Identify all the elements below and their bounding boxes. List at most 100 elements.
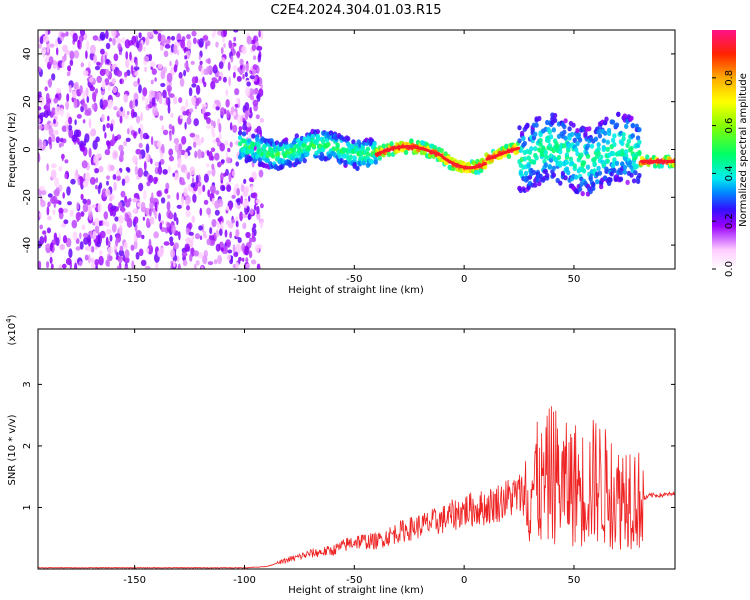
heatmap-cell <box>116 175 121 181</box>
heatmap-cell <box>85 87 89 97</box>
heatmap-cell <box>629 172 634 178</box>
heatmap-cell <box>403 149 409 156</box>
heatmap-cell <box>186 205 190 211</box>
heatmap-cell <box>165 39 171 45</box>
heatmap-cell <box>189 240 194 248</box>
heatmap-cell <box>88 246 92 252</box>
heatmap-cell <box>224 139 229 147</box>
heatmap-cell <box>135 148 142 155</box>
heatmap-cell <box>568 156 574 162</box>
heatmap-cell <box>95 136 100 143</box>
spectrogram-x-tick-label: 0 <box>461 274 467 285</box>
heatmap-cell <box>109 164 115 171</box>
heatmap-cell <box>47 201 51 208</box>
heatmap-cell <box>201 67 204 76</box>
heatmap-cell <box>169 236 174 243</box>
heatmap-cell <box>112 150 119 160</box>
heatmap-cell <box>46 206 50 216</box>
heatmap-cell <box>237 114 243 124</box>
heatmap-cell <box>245 231 251 239</box>
heatmap-cell <box>213 259 218 265</box>
heatmap-cell <box>165 96 169 105</box>
heatmap-cell <box>178 143 183 152</box>
snr-scale-label: (x104) <box>5 314 18 345</box>
heatmap-cell <box>43 123 50 131</box>
heatmap-cell <box>105 42 111 50</box>
heatmap-cell <box>104 220 109 226</box>
heatmap-cell <box>260 203 264 209</box>
heatmap-cell <box>45 244 51 248</box>
heatmap-cell <box>320 139 326 145</box>
heatmap-cell <box>118 215 124 224</box>
heatmap-cell <box>248 239 252 249</box>
heatmap-cell <box>143 189 147 200</box>
heatmap-cell <box>150 91 156 96</box>
heatmap-cell <box>195 98 200 107</box>
heatmap-cell <box>215 190 220 196</box>
heatmap-cell <box>214 99 220 105</box>
heatmap-cell <box>251 133 256 139</box>
heatmap-cell <box>239 211 244 222</box>
heatmap-cell <box>73 98 78 109</box>
heatmap-cell <box>125 51 129 60</box>
heatmap-cell <box>211 197 215 205</box>
heatmap-cell <box>252 223 257 229</box>
heatmap-cell <box>94 65 101 71</box>
heatmap-cell <box>38 106 42 111</box>
heatmap-cell <box>537 181 542 187</box>
heatmap-cell <box>54 129 59 136</box>
heatmap-cell <box>236 197 241 206</box>
heatmap-cell <box>597 133 603 139</box>
heatmap-cell <box>294 133 299 139</box>
heatmap-cell <box>160 227 166 233</box>
heatmap-cell <box>92 35 99 41</box>
heatmap-cell <box>365 146 371 152</box>
heatmap-cell <box>215 243 221 252</box>
heatmap-cell <box>105 228 112 235</box>
heatmap-cell <box>179 149 186 156</box>
heatmap-cell <box>506 153 512 159</box>
heatmap-cell <box>78 260 83 267</box>
heatmap-cell <box>256 263 261 269</box>
heatmap-cell <box>179 77 185 87</box>
heatmap-cell <box>45 102 51 110</box>
heatmap-cell <box>49 43 55 48</box>
heatmap-cell <box>92 230 97 240</box>
heatmap-cell <box>63 219 69 225</box>
heatmap-cell <box>538 141 543 147</box>
heatmap-cell <box>151 192 154 202</box>
heatmap-cell <box>98 255 104 266</box>
heatmap-cell <box>579 181 584 187</box>
heatmap-cell <box>115 238 119 247</box>
heatmap-cell <box>42 140 47 150</box>
heatmap-cell <box>41 189 47 196</box>
heatmap-cell <box>138 32 142 39</box>
heatmap-cell <box>38 124 43 130</box>
heatmap-cell <box>132 99 136 109</box>
heatmap-cell <box>621 132 626 138</box>
heatmap-cell <box>284 140 289 146</box>
heatmap-cell <box>248 195 251 202</box>
heatmap-cell <box>256 125 262 135</box>
heatmap-cell <box>587 126 592 132</box>
heatmap-cell <box>47 193 53 198</box>
heatmap-cell <box>54 106 61 116</box>
heatmap-cell <box>64 173 68 179</box>
heatmap-cell <box>198 55 202 60</box>
heatmap-cell <box>55 136 61 144</box>
heatmap-cell <box>377 155 382 161</box>
heatmap-cell <box>53 118 56 125</box>
heatmap-cell <box>62 44 68 53</box>
snr-series-line <box>38 406 675 569</box>
heatmap-cell <box>72 231 78 241</box>
heatmap-cell <box>68 116 73 125</box>
heatmap-cell <box>62 208 69 213</box>
heatmap-cell <box>158 212 162 222</box>
heatmap-cell <box>81 224 86 231</box>
heatmap-cell <box>176 255 180 263</box>
heatmap-cell <box>213 30 216 36</box>
heatmap-cell <box>191 215 196 224</box>
heatmap-cell <box>369 159 375 165</box>
heatmap-cell <box>244 71 248 78</box>
heatmap-cell <box>64 159 69 164</box>
